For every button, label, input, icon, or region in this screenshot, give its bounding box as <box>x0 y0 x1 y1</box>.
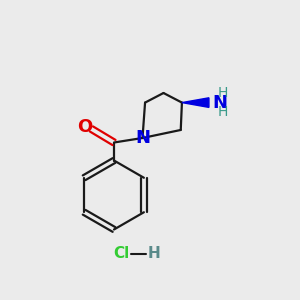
Polygon shape <box>182 98 209 107</box>
Text: H: H <box>218 105 228 119</box>
Text: H: H <box>148 246 160 261</box>
Text: O: O <box>77 118 92 136</box>
Text: N: N <box>212 94 227 112</box>
Text: N: N <box>135 129 150 147</box>
Text: H: H <box>218 86 228 100</box>
Text: Cl: Cl <box>113 246 129 261</box>
